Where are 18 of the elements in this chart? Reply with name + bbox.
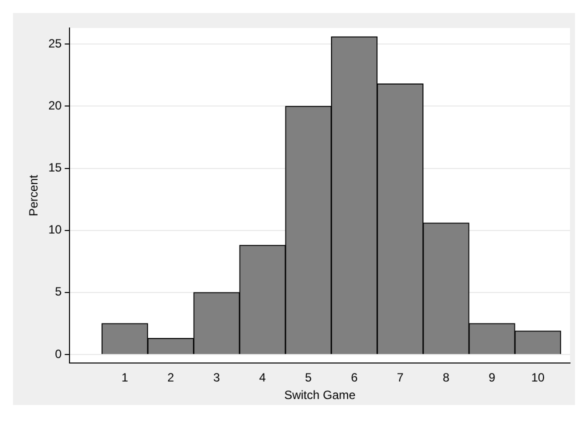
x-tick-label: 5 [305, 370, 312, 385]
y-axis-title: Percent [26, 174, 41, 216]
x-tick-label: 6 [350, 370, 358, 385]
x-tick-label: 8 [442, 370, 450, 385]
x-tick-label: 1 [121, 370, 128, 385]
x-tick-label: 10 [531, 370, 545, 385]
y-tick-label: 25 [48, 36, 62, 50]
y-tick-label: 10 [48, 222, 62, 237]
x-tick-label: 4 [259, 370, 266, 385]
x-tick-label: 3 [213, 370, 220, 385]
x-tick-label: 9 [488, 370, 496, 385]
y-tick-label: 20 [48, 98, 62, 113]
x-tick-label: 7 [396, 370, 404, 385]
y-tick-label: 0 [55, 346, 62, 361]
x-tick-label: 2 [167, 370, 174, 385]
y-tick-label: 5 [55, 284, 62, 299]
x-axis-title: Switch Game [284, 388, 356, 402]
y-tick-label: 15 [48, 160, 62, 175]
